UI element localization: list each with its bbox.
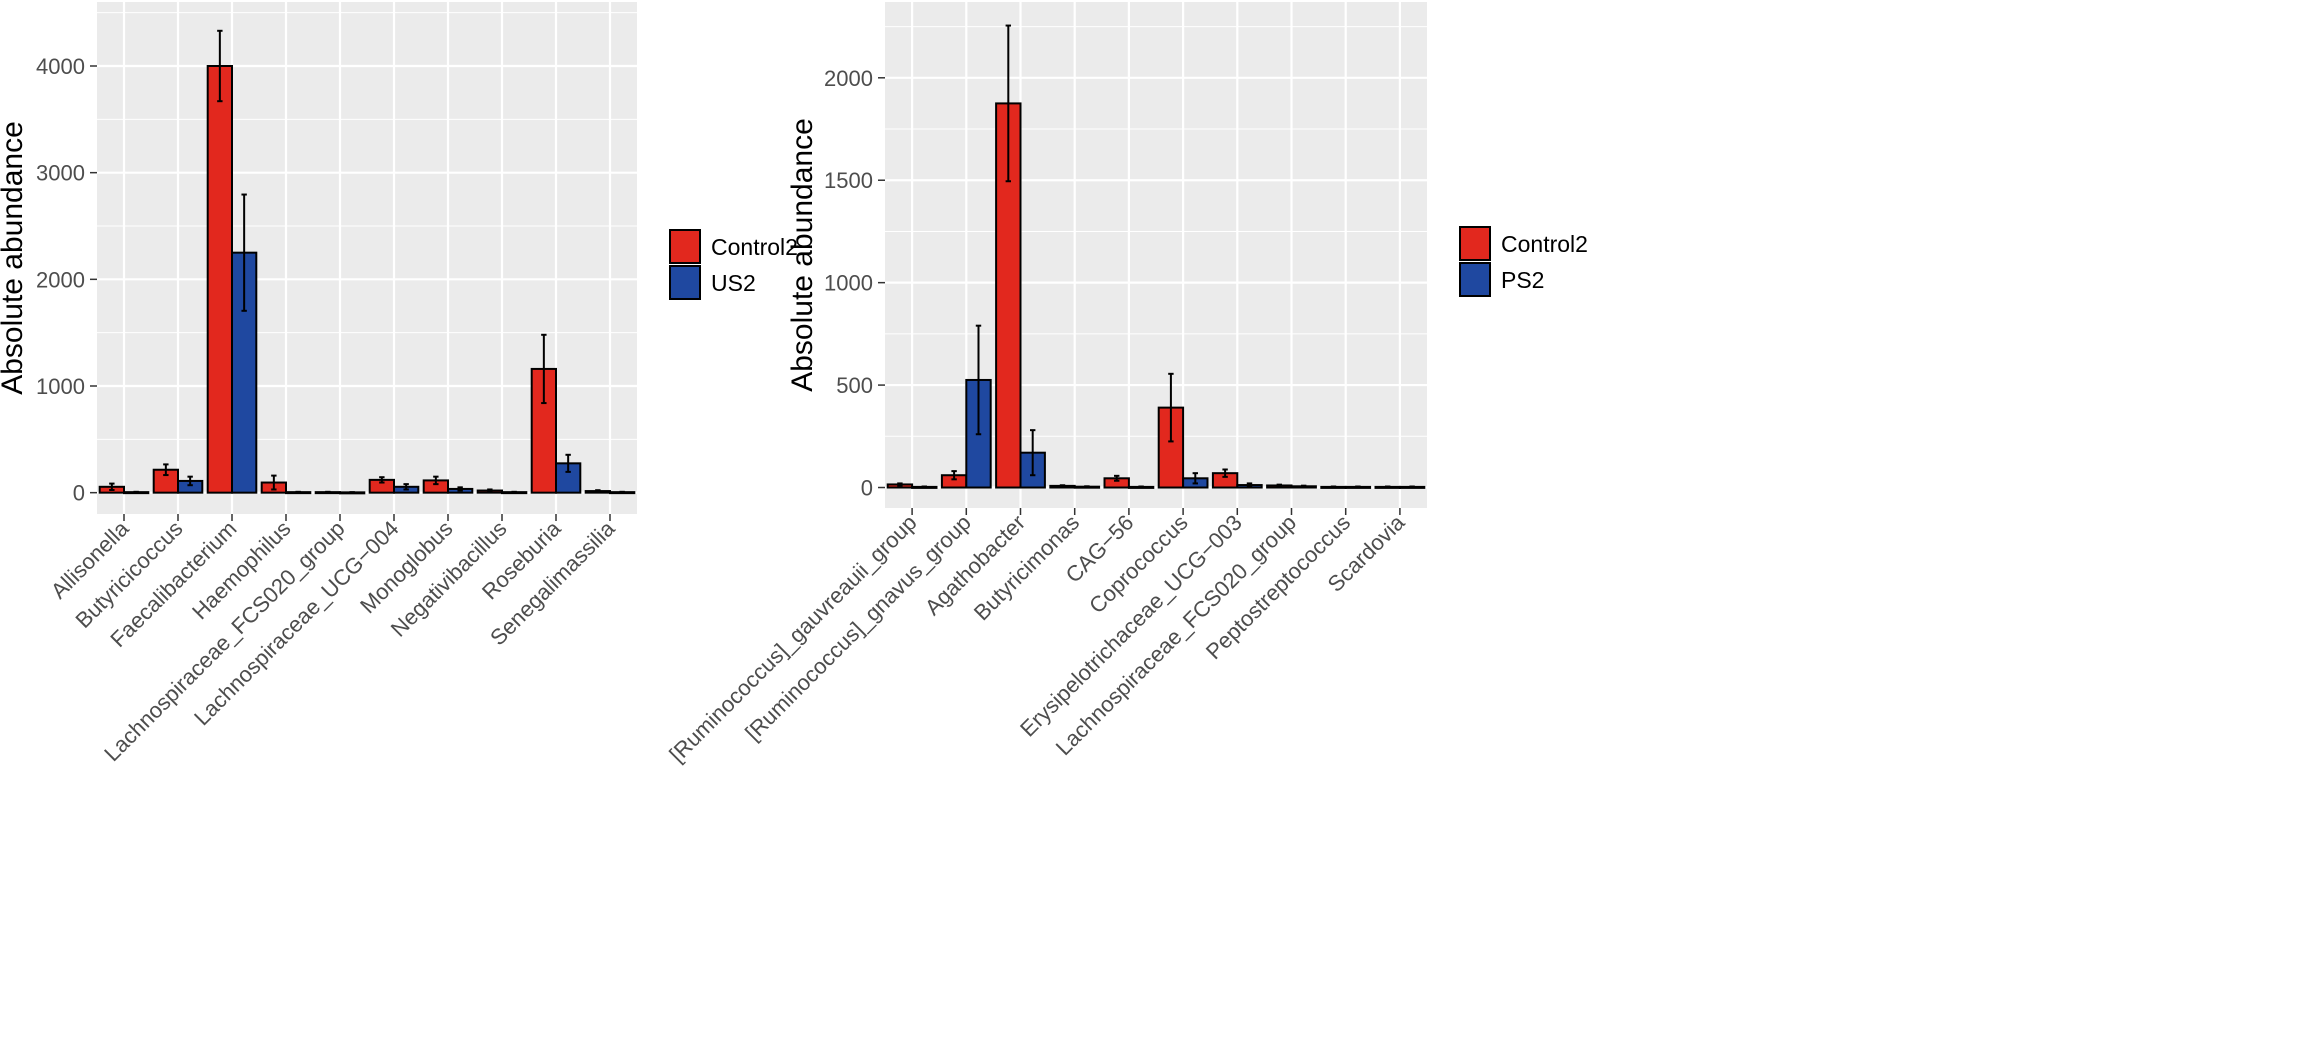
y-tick-label: 3000 [36,161,85,186]
legend-label: PS2 [1501,267,1544,293]
y-axis-title: Absolute abundance [0,121,29,395]
y-tick-label: 0 [73,481,85,506]
bar-control [206,65,233,494]
legend-label: US2 [711,270,756,296]
y-tick-label: 1000 [824,271,873,296]
y-tick-label: 1500 [824,168,873,193]
y-tick-label: 2000 [824,66,873,91]
category-label: [Ruminococcus]_gnavus_group [740,510,976,746]
chart-right: 0 500 1000 1500 2000 [Ruminococcus]_gauvreaui… [664,2,1588,767]
y-tick-label: 500 [836,373,873,398]
legend-key [669,229,701,264]
legend-key [1459,262,1491,297]
legend-key [669,265,701,300]
legend: Control2 PS2 [1459,226,1588,297]
legend: Control2 US2 [669,229,798,300]
category-label: [Ruminococcus]_gauvreauii_group [664,510,921,767]
legend-key [1459,226,1491,261]
y-tick-label: 4000 [36,54,85,79]
legend-label: Control2 [711,234,798,260]
legend-label: Control2 [1501,231,1588,257]
y-tick-label: 1000 [36,374,85,399]
y-axis-title: Absolute abundance [786,118,819,392]
y-tick-label: 2000 [36,267,85,292]
chart-left: 01000200030004000AllisonellaButyricicocc… [0,2,798,766]
y-tick-label: 0 [861,476,873,501]
